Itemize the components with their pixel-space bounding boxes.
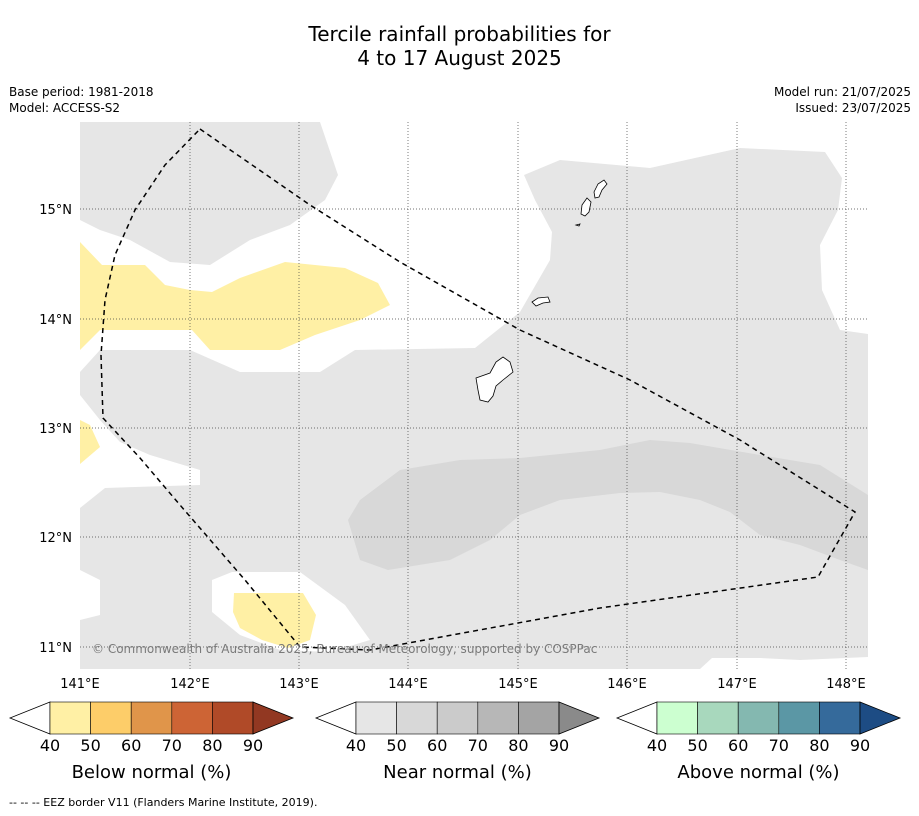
colorbar-2: 40 50 60 70 80 90 Near normal (%)	[314, 701, 601, 783]
colorbar-segment	[49, 701, 91, 735]
colorbar-tick-label: 50	[687, 736, 707, 755]
meta-right: Model run: 21/07/2025 Issued: 23/07/2025	[774, 84, 911, 116]
eez-border	[100, 128, 857, 651]
colorbar-segment	[477, 701, 519, 735]
colorbar-tick-label: 40	[346, 736, 366, 755]
island-tinian	[580, 197, 592, 217]
eez-footnote: -- -- -- EEZ border V11 (Flanders Marine…	[9, 796, 318, 809]
colorbar-tick-label: 40	[647, 736, 667, 755]
colorbar-tick-label: 60	[728, 736, 748, 755]
colorbar-segment	[130, 701, 173, 735]
below-normal-region	[80, 420, 100, 464]
lon-label: 145°E	[498, 677, 538, 692]
near-normal-region	[80, 148, 868, 669]
colorbar-tick-label: 60	[427, 736, 447, 755]
colorbar-label: Near normal (%)	[383, 762, 532, 783]
colorbar-segment	[212, 701, 254, 735]
lon-label: 144°E	[388, 677, 428, 692]
colorbar-tick-label: 60	[121, 736, 141, 755]
colorbar-upper-extension	[859, 701, 902, 735]
colorbar-tick-label: 80	[508, 736, 528, 755]
colorbar-tick-label: 50	[386, 736, 406, 755]
lat-label: 13°N	[39, 422, 72, 437]
colorbar-tick-label: 80	[809, 736, 829, 755]
colorbar-lower-extension	[615, 701, 658, 735]
meta-left: Base period: 1981-2018 Model: ACCESS-S2	[9, 84, 154, 116]
islands	[475, 179, 608, 403]
title-line-1: Tercile rainfall probabilities for	[308, 22, 611, 46]
colorbar-segment	[436, 701, 479, 735]
colorbar-segment	[90, 701, 132, 735]
colorbar-segment	[396, 701, 438, 735]
colorbar-3: 40 50 60 70 80 90 Above normal (%)	[615, 701, 902, 783]
near-normal-darker-region	[348, 440, 868, 570]
island-guam	[475, 356, 514, 403]
colorbar-tick-label: 50	[80, 736, 100, 755]
lon-label: 143°E	[279, 677, 319, 692]
gridlines	[80, 122, 868, 669]
model-run: Model run: 21/07/2025	[773, 85, 911, 99]
colorbar-segment	[355, 701, 397, 735]
below-normal-region	[233, 593, 316, 648]
issued-date: Issued: 23/07/2025	[795, 101, 911, 115]
colorbar-segment	[697, 701, 739, 735]
island-rota	[531, 296, 551, 307]
colorbar-tick-label: 40	[40, 736, 60, 755]
lat-label: 12°N	[39, 531, 72, 546]
colorbar-segment	[656, 701, 698, 735]
colorbar-tick-label: 70	[769, 736, 789, 755]
colorbar-upper-extension	[558, 701, 601, 735]
colorbar-segment	[737, 701, 780, 735]
lat-label: 15°N	[39, 203, 72, 218]
white-gap-region	[700, 657, 868, 669]
longitude-labels: 141°E 142°E 143°E 144°E 145°E 146°E 147°…	[60, 677, 866, 692]
copyright-text: © Commonwealth of Australia 2025, Bureau…	[92, 642, 597, 656]
colorbar-tick-label: 80	[202, 736, 222, 755]
colorbar-segment	[171, 701, 213, 735]
latitude-labels: 15°N 14°N 13°N 12°N 11°N	[39, 203, 72, 656]
lat-label: 14°N	[39, 313, 72, 328]
colorbar-label: Below normal (%)	[72, 762, 232, 783]
colorbar-tick-label: 90	[850, 736, 870, 755]
lon-label: 146°E	[607, 677, 647, 692]
colorbar-upper-extension	[252, 701, 295, 735]
colorbar-tick-label: 70	[468, 736, 488, 755]
lon-label: 148°E	[826, 677, 866, 692]
title-line-2: 4 to 17 August 2025	[357, 46, 562, 70]
colorbar-tick-label: 70	[162, 736, 182, 755]
colorbar-segment	[778, 701, 820, 735]
island-aguijan	[574, 223, 581, 227]
model-name: Model: ACCESS-S2	[9, 101, 121, 115]
colorbar-tick-label: 90	[243, 736, 263, 755]
island-saipan	[593, 179, 608, 199]
below-normal-region	[80, 242, 390, 350]
lon-label: 142°E	[170, 677, 210, 692]
colorbar-label: Above normal (%)	[677, 762, 839, 783]
base-period: Base period: 1981-2018	[9, 85, 154, 99]
lon-label: 147°E	[717, 677, 757, 692]
colorbar-lower-extension	[314, 701, 357, 735]
colorbar-lower-extension	[8, 701, 51, 735]
lon-label: 141°E	[60, 677, 100, 692]
colorbar-legend: 40 50 60 70 80 90 Below normal (%) 40 50 60 70 80 90…	[8, 701, 902, 783]
colorbar-segment	[518, 701, 560, 735]
lat-label: 11°N	[39, 641, 72, 656]
colorbar-segment	[819, 701, 861, 735]
colorbar-tick-label: 90	[549, 736, 569, 755]
near-normal-region	[80, 122, 338, 265]
map-area: © Commonwealth of Australia 2025, Bureau…	[80, 122, 868, 669]
map-title: Tercile rainfall probabilities for 4 to …	[0, 22, 919, 70]
colorbar-1: 40 50 60 70 80 90 Below normal (%)	[8, 701, 295, 783]
